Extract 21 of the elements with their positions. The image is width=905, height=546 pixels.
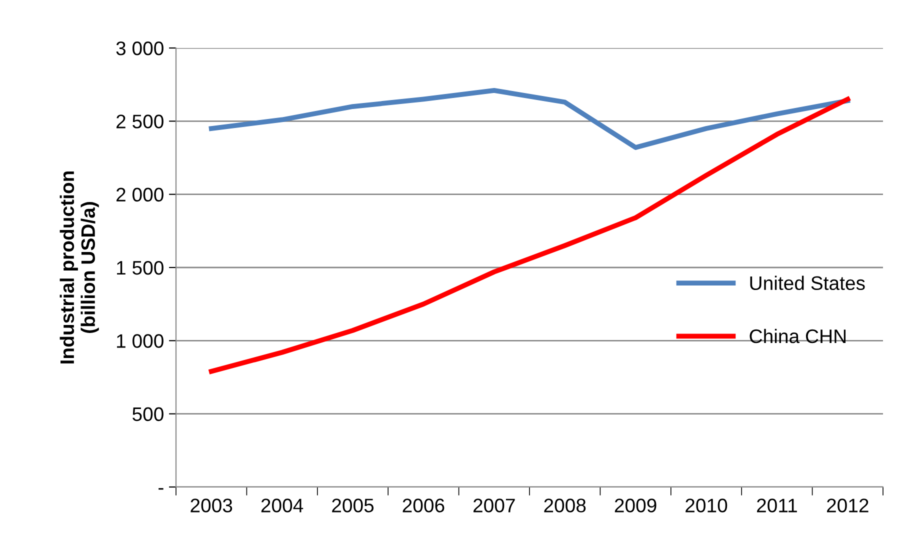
y-tick-label: 3 000: [116, 41, 164, 56]
x-tick-label: 2009: [614, 498, 656, 512]
x-tick-label: 2010: [686, 498, 728, 512]
y-tick-label: 1 000: [117, 334, 164, 348]
y-tick-label: 1 500: [117, 260, 164, 275]
x-tick-label: 2008: [544, 498, 586, 512]
x-tick-label: 2011: [757, 498, 797, 512]
x-tick-label: 2003: [190, 498, 232, 512]
line-series: [208, 88, 850, 150]
y-tick-label: 2 000: [116, 188, 164, 202]
x-tick-label: 2005: [332, 498, 374, 512]
x-tick-label: 2004: [261, 498, 304, 512]
y-tick-label: 500: [132, 407, 164, 422]
legend-label: United States: [750, 276, 865, 290]
y-tick-label: 2 500: [116, 114, 164, 128]
y-tick-label: -: [158, 488, 164, 490]
legend-label: China CHN: [750, 328, 846, 344]
x-tick-label: 2006: [402, 498, 444, 512]
x-tick-label: 2012: [827, 498, 868, 512]
x-tick-label: 2007: [474, 498, 515, 512]
y-axis-title: Industrial production (billion USD/a): [60, 171, 99, 364]
